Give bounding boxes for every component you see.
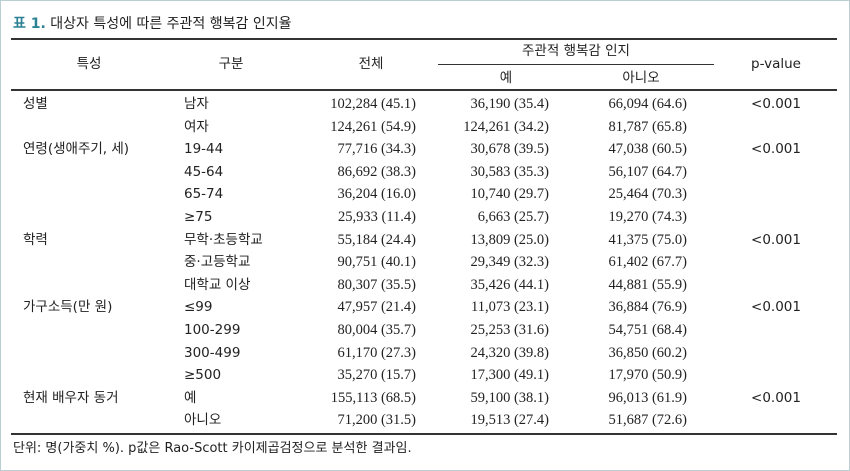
p-value: <0.001 bbox=[751, 231, 801, 248]
top-rule bbox=[11, 38, 837, 40]
no-cell: 44,881 (55.9) bbox=[608, 276, 687, 293]
yes-cell: 13,809 (25.0) bbox=[470, 231, 549, 248]
total-cell: 77,716 (34.3) bbox=[337, 141, 416, 158]
header-cell: 특성 bbox=[76, 56, 102, 72]
yes-cell: 59,100 (38.1) bbox=[470, 389, 549, 406]
no-cell: 41,375 (75.0) bbox=[608, 231, 687, 248]
no-cell: 54,751 (68.4) bbox=[608, 322, 687, 338]
footnote: 단위: 명(가중치 %). p값은 Rao-Scott 카이제곱검정으로 분석한… bbox=[13, 441, 412, 456]
yes-cell: 35,426 (44.1) bbox=[470, 276, 549, 293]
title-label: 표 1. bbox=[13, 16, 46, 32]
subgroup-label: 중·고등학교 bbox=[184, 254, 251, 271]
group-label: 학력 bbox=[23, 231, 48, 248]
p-value: <0.001 bbox=[751, 141, 801, 158]
total-cell: 25,933 (11.4) bbox=[338, 209, 416, 225]
no-cell: 61,402 (67.7) bbox=[608, 254, 687, 271]
no-cell: 81,787 (65.8) bbox=[608, 118, 687, 135]
no-cell: 56,107 (64.7) bbox=[608, 163, 687, 180]
yes-cell: 30,678 (39.5) bbox=[470, 141, 549, 158]
subgroup-label: 예 bbox=[184, 389, 197, 406]
p-value: <0.001 bbox=[751, 299, 801, 316]
subgroup-label: ≥75 bbox=[184, 209, 213, 225]
yes-cell: 11,073 (23.1) bbox=[471, 299, 549, 316]
no-cell: 25,464 (70.3) bbox=[608, 186, 687, 203]
no-cell: 96,013 (61.9) bbox=[608, 389, 687, 406]
subgroup-label: 65-74 bbox=[184, 186, 224, 203]
subgroup-label: 100-299 bbox=[184, 322, 241, 338]
subgroup-label: 300-499 bbox=[184, 344, 241, 361]
yes-cell: 10,740 (29.7) bbox=[470, 186, 549, 203]
subgroup-label: 무학·초등학교 bbox=[184, 231, 263, 248]
no-cell: 66,094 (64.6) bbox=[608, 96, 687, 112]
total-cell: 55,184 (24.4) bbox=[337, 231, 416, 248]
yes-cell: 29,349 (32.3) bbox=[470, 254, 549, 271]
table-title: 표 1. 대상자 특성에 따른 주관적 행복감 인지율 bbox=[13, 14, 292, 34]
total-cell: 36,204 (16.0) bbox=[337, 186, 416, 203]
total-cell: 47,957 (21.4) bbox=[337, 299, 416, 316]
no-cell: 47,038 (60.5) bbox=[608, 141, 687, 158]
subgroup-label: 아니오 bbox=[184, 412, 222, 429]
total-cell: 86,692 (38.3) bbox=[337, 163, 416, 180]
total-cell: 90,751 (40.1) bbox=[337, 254, 416, 271]
total-cell: 155,113 (68.5) bbox=[330, 389, 416, 406]
total-cell: 80,004 (35.7) bbox=[337, 322, 416, 338]
total-cell: 35,270 (15.7) bbox=[337, 367, 416, 384]
subgroup-label: 45-64 bbox=[184, 163, 224, 180]
header-cell: 구분 bbox=[218, 56, 244, 72]
yes-cell: 124,261 (34.2) bbox=[463, 118, 549, 135]
group-label: 연령(생애주기, 세) bbox=[23, 141, 130, 158]
total-cell: 124,261 (54.9) bbox=[330, 118, 416, 135]
header-rule bbox=[438, 64, 714, 65]
yes-cell: 24,320 (39.8) bbox=[470, 344, 549, 361]
total-cell: 80,307 (35.5) bbox=[337, 276, 416, 293]
title-text: 대상자 특성에 따른 주관적 행복감 인지율 bbox=[50, 16, 292, 32]
no-cell: 17,970 (50.9) bbox=[608, 367, 687, 384]
subgroup-label: 여자 bbox=[184, 118, 209, 135]
p-value: <0.001 bbox=[751, 389, 801, 406]
yes-cell: 17,300 (49.1) bbox=[470, 367, 549, 384]
total-cell: 102,284 (45.1) bbox=[330, 96, 416, 112]
total-cell: 71,200 (31.5) bbox=[337, 412, 416, 429]
header-cell: 주관적 행복감 인지 bbox=[522, 43, 630, 59]
yes-cell: 19,513 (27.4) bbox=[470, 412, 549, 429]
no-cell: 36,850 (60.2) bbox=[608, 344, 687, 361]
p-value: <0.001 bbox=[751, 96, 801, 112]
header-cell: 아니오 bbox=[622, 70, 660, 86]
group-label: 가구소득(만 원) bbox=[23, 299, 113, 316]
header-cell: 전체 bbox=[358, 56, 384, 72]
header-cell: p-value bbox=[751, 56, 801, 72]
yes-cell: 25,253 (31.6) bbox=[470, 322, 549, 338]
header-bottom-rule bbox=[11, 89, 837, 91]
header-cell: 예 bbox=[499, 70, 513, 86]
total-cell: 61,170 (27.3) bbox=[337, 344, 416, 361]
subgroup-label: 남자 bbox=[184, 96, 209, 112]
subgroup-label: 대학교 이상 bbox=[184, 276, 251, 293]
subgroup-label: ≤99 bbox=[184, 299, 213, 316]
subgroup-label: 19-44 bbox=[184, 141, 224, 158]
no-cell: 51,687 (72.6) bbox=[608, 412, 687, 429]
yes-cell: 6,663 (25.7) bbox=[477, 209, 549, 225]
subgroup-label: ≥500 bbox=[184, 367, 222, 384]
bottom-rule bbox=[11, 433, 837, 435]
group-label: 현재 배우자 동거 bbox=[23, 389, 119, 406]
group-label: 성별 bbox=[23, 96, 48, 112]
yes-cell: 30,583 (35.3) bbox=[470, 163, 549, 180]
yes-cell: 36,190 (35.4) bbox=[470, 96, 549, 112]
no-cell: 19,270 (74.3) bbox=[608, 209, 687, 225]
no-cell: 36,884 (76.9) bbox=[608, 299, 687, 316]
